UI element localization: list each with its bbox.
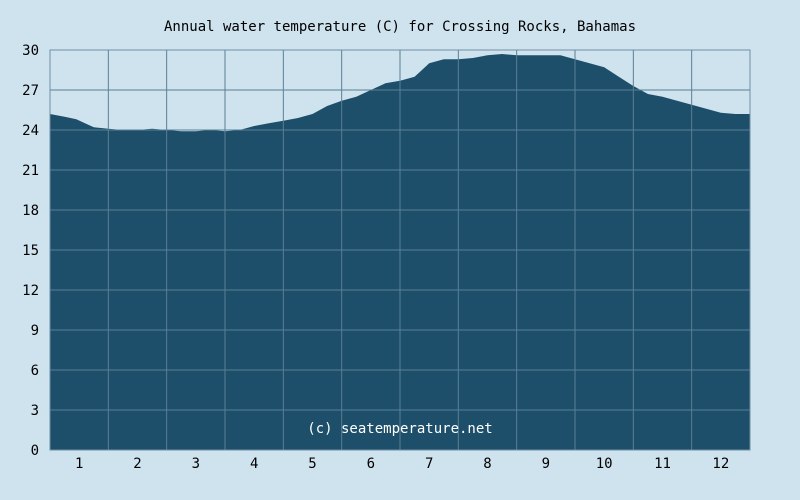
y-tick-label: 18 xyxy=(22,203,39,219)
y-tick-label: 12 xyxy=(22,283,39,299)
x-tick-label: 3 xyxy=(192,456,200,472)
x-tick-label: 4 xyxy=(250,456,258,472)
y-tick-label: 21 xyxy=(22,163,39,179)
x-tick-label: 11 xyxy=(654,456,671,472)
x-tick-label: 8 xyxy=(483,456,491,472)
plot-frame xyxy=(49,49,751,451)
y-tick-label: 9 xyxy=(31,323,39,339)
y-tick-label: 6 xyxy=(31,363,39,379)
x-tick-label: 6 xyxy=(367,456,375,472)
x-tick-label: 12 xyxy=(712,456,729,472)
y-tick-label: 3 xyxy=(31,403,39,419)
y-tick-label: 0 xyxy=(31,443,39,459)
watermark-text: (c) seatemperature.net xyxy=(307,421,492,437)
x-axis-tick-labels: 1 2 3 4 5 6 7 8 9 10 11 12 xyxy=(75,456,729,472)
x-tick-label: 7 xyxy=(425,456,433,472)
y-tick-label: 24 xyxy=(22,123,39,139)
y-tick-label: 27 xyxy=(22,83,39,99)
x-tick-label: 10 xyxy=(596,456,613,472)
y-tick-label: 15 xyxy=(22,243,39,259)
chart-title: Annual water temperature (C) for Crossin… xyxy=(163,19,636,35)
x-tick-label: 9 xyxy=(542,456,550,472)
x-tick-label: 5 xyxy=(308,456,316,472)
x-tick-label: 2 xyxy=(133,456,141,472)
x-tick-label: 1 xyxy=(75,456,83,472)
y-gridlines xyxy=(50,89,750,411)
y-axis-tick-labels: 0 3 6 9 12 15 18 21 24 27 30 xyxy=(22,43,39,459)
y-tick-label: 30 xyxy=(22,43,39,59)
